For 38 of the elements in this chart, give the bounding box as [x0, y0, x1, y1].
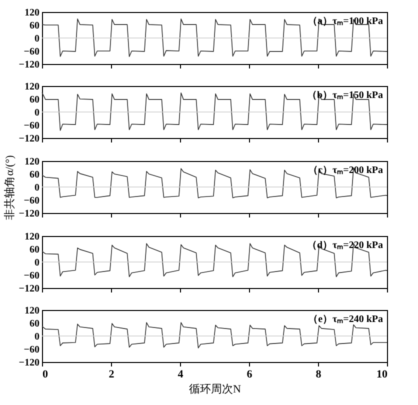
y-tick-label: 120 — [24, 82, 40, 92]
annotation: （e）τₘ=240 kPa — [308, 314, 383, 325]
y-tick-label: 120 — [24, 306, 40, 316]
x-axis-title: 循环周次N — [189, 384, 242, 396]
line-series — [42, 322, 388, 348]
y-tick-label: −120 — [18, 134, 40, 144]
y-tick-label: 60 — [30, 170, 40, 180]
x-tick-label: 0 — [42, 368, 48, 380]
x-tick-label: 6 — [246, 368, 253, 380]
y-tick-label: −120 — [18, 358, 40, 368]
line-series — [42, 18, 388, 58]
y-tick-label: 120 — [24, 8, 40, 18]
y-tick-label: 60 — [30, 94, 40, 106]
y-tick-label: −60 — [24, 46, 40, 58]
y-tick-label: 0 — [34, 108, 40, 118]
y-tick-label: −120 — [18, 284, 40, 294]
x-tick-label: 8 — [316, 368, 322, 380]
y-axis-title: 非共轴角α/(°) — [2, 154, 16, 220]
x-tick-label: 4 — [178, 368, 184, 380]
y-tick-label: 0 — [34, 332, 40, 342]
y-tick-label: −120 — [18, 208, 40, 220]
y-tick-label: −60 — [24, 120, 40, 132]
y-tick-label: −120 — [18, 60, 40, 70]
line-series — [42, 92, 388, 131]
y-tick-label: 120 — [24, 232, 40, 242]
y-tick-label: 60 — [30, 244, 40, 256]
y-tick-label: 120 — [24, 156, 40, 168]
y-tick-label: −60 — [24, 196, 40, 206]
line-series — [42, 168, 388, 198]
y-tick-label: −60 — [24, 270, 40, 282]
x-tick-label: 10 — [376, 368, 388, 380]
y-tick-label: 60 — [30, 318, 40, 330]
x-tick-label: 2 — [108, 368, 115, 380]
y-tick-label: 0 — [34, 34, 40, 44]
y-tick-label: 0 — [34, 182, 40, 194]
y-tick-label: 60 — [30, 20, 40, 32]
y-tick-label: −60 — [24, 344, 40, 356]
y-tick-label: 0 — [34, 258, 40, 268]
